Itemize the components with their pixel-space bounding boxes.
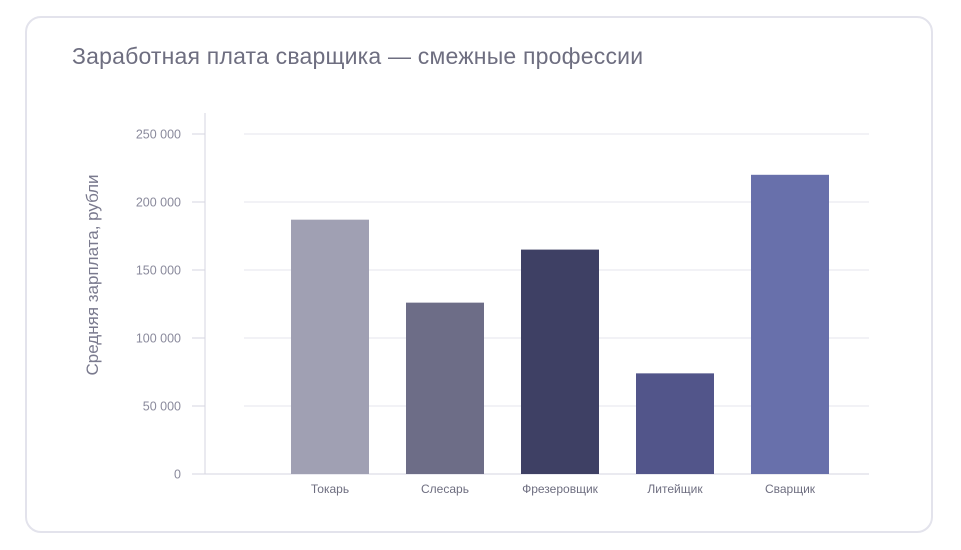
y-tick-label: 0: [174, 468, 181, 482]
x-tick-label: Токарь: [311, 482, 349, 496]
bar: [291, 219, 369, 474]
chart-title: Заработная плата сварщика — смежные проф…: [72, 43, 644, 69]
y-tick-label: 100 000: [136, 332, 181, 346]
bar: [751, 174, 829, 475]
y-tick-label: 50 000: [143, 400, 181, 414]
y-tick-label: 150 000: [136, 264, 181, 278]
y-tick-label: 200 000: [136, 196, 181, 210]
x-tick-label: Литейщик: [647, 482, 703, 496]
x-tick-label: Слесарь: [421, 482, 469, 496]
y-axis-label: Средняя зарплата, рубли: [83, 174, 102, 375]
bar: [521, 249, 599, 474]
x-axis-labels: Токарь Слесарь Фрезеровщик Литейщик Сварщик: [311, 482, 816, 496]
y-axis-ticks: 0 50 000 100 000 150 000 200 000 250 000: [136, 128, 205, 482]
bar: [636, 373, 714, 474]
x-tick-label: Фрезеровщик: [522, 482, 599, 496]
x-tick-label: Сварщик: [765, 482, 816, 496]
y-tick-label: 250 000: [136, 128, 181, 142]
bars: [291, 174, 829, 475]
bar: [406, 302, 484, 474]
